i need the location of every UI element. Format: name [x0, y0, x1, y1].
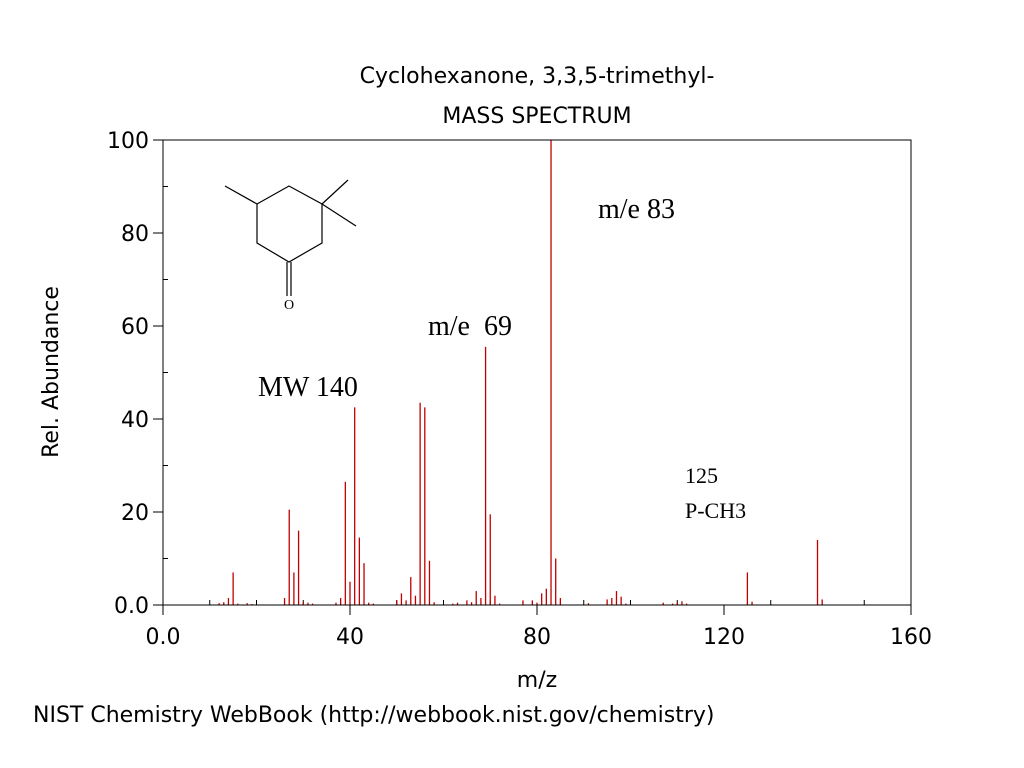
chart-subtitle: MASS SPECTRUM	[442, 104, 631, 129]
x-tick-label: 160	[890, 625, 932, 650]
y-tick-label: 20	[121, 501, 149, 526]
footer-credit: NIST Chemistry WebBook (http://webbook.n…	[33, 703, 715, 728]
molecule-structure-icon: O	[224, 179, 357, 313]
x-tick-label: 120	[703, 625, 745, 650]
x-tick-label: 40	[336, 625, 364, 650]
x-axis-label: m/z	[517, 668, 557, 693]
y-tick-label: 0.0	[114, 594, 149, 619]
annotation-peak-125-mz: 125	[685, 463, 718, 488]
spectrum-peaks	[218, 140, 823, 605]
y-tick-label: 40	[121, 408, 149, 433]
annotation-peak-83: m/e 83	[598, 194, 675, 225]
y-tick-label: 60	[121, 315, 149, 340]
x-tick-label: 80	[523, 625, 551, 650]
annotation-peak-69: m/e 69	[428, 311, 512, 342]
annotation-peak-125-note: P-CH3	[685, 498, 746, 523]
y-tick-label: 80	[121, 222, 149, 247]
y-axis: 0.0 20 40 60 80 100	[107, 129, 163, 619]
x-tick-label: 0.0	[146, 625, 181, 650]
annotation-mw: MW 140	[258, 372, 358, 403]
chart-title: Cyclohexanone, 3,3,5-trimethyl-	[360, 64, 715, 89]
x-axis: 0.0 40 80 120 160	[146, 605, 932, 650]
y-tick-label: 100	[107, 129, 149, 154]
y-axis-label: Rel. Abundance	[39, 286, 64, 458]
carbonyl-oxygen-label: O	[284, 298, 294, 313]
